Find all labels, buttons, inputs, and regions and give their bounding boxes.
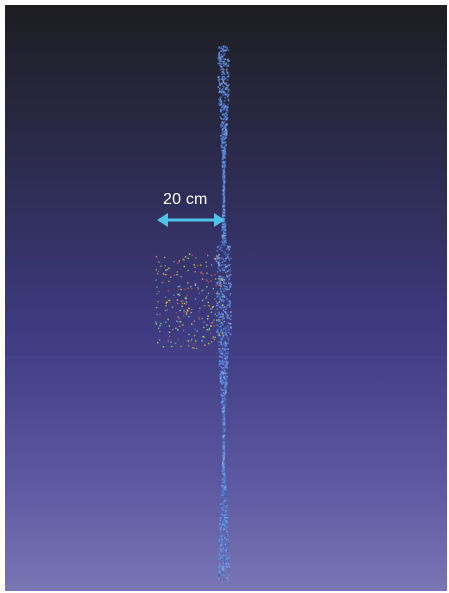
point-cloud-strip	[215, 45, 232, 582]
scale-bar	[157, 213, 225, 227]
scale-bar-arrow-left-icon	[157, 213, 168, 227]
point-cloud-scatter	[155, 253, 225, 350]
scale-bar-label: 20 cm	[163, 191, 208, 208]
point-cloud-viewport[interactable]	[5, 5, 447, 591]
scale-bar-arrow-right-icon	[214, 213, 225, 227]
viewer-frame[interactable]: 20 cm	[5, 5, 447, 591]
